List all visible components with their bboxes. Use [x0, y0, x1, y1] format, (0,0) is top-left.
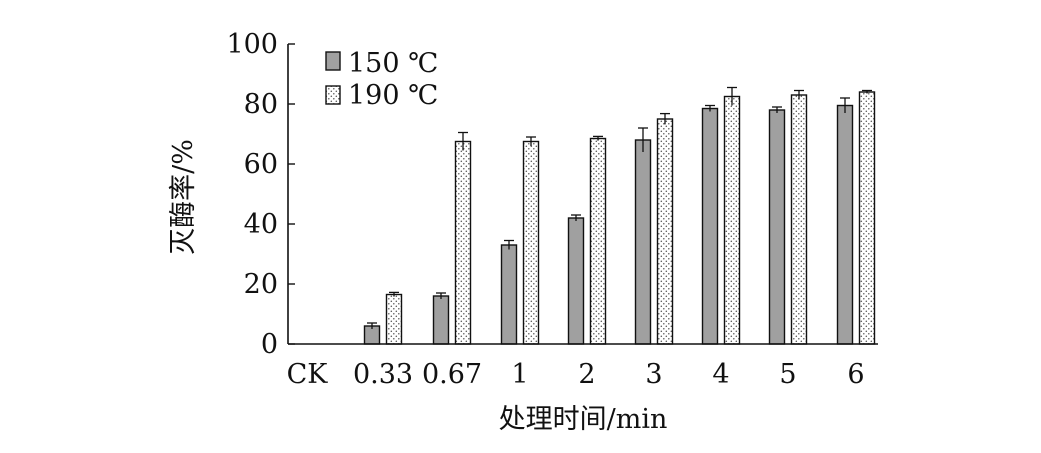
legend-label-150: 150 ℃	[348, 48, 438, 79]
x-tick-label: 4	[712, 359, 729, 390]
y-tick-label: 60	[244, 149, 278, 180]
x-tick-label: CK	[287, 359, 329, 390]
bar-s0-6	[701, 107, 719, 345]
legend-swatch-190	[325, 85, 341, 105]
bar-s1-3	[522, 140, 540, 345]
bar-s1-2	[454, 140, 472, 345]
x-axis-tick-labels: CK 0.33 0.67 1 2 3 4 5 6	[287, 359, 865, 390]
bar-s1-5	[656, 118, 674, 345]
y-tick-label: 100	[226, 29, 278, 60]
legend-label-190: 190 ℃	[348, 80, 438, 111]
x-axis-title: 处理时间/min	[499, 404, 668, 435]
bar-s0-2	[432, 295, 450, 345]
x-tick-label: 0.33	[353, 359, 413, 390]
y-axis-ticks: 0 20 40 60 80 100	[226, 29, 295, 360]
x-tick-label: 6	[847, 359, 864, 390]
y-axis-title: 灭酶率/%	[168, 139, 199, 255]
y-tick-label: 80	[244, 89, 278, 120]
legend-swatch-150	[325, 51, 341, 71]
legend: 150 ℃ 190 ℃	[325, 48, 438, 111]
bar-s0-5	[634, 139, 652, 345]
bar-s1-7	[790, 94, 808, 345]
x-tick-label: 3	[645, 359, 662, 390]
y-tick-label: 0	[261, 329, 278, 360]
x-tick-label: 2	[578, 359, 595, 390]
bar-s0-8	[836, 104, 854, 345]
y-tick-label: 40	[244, 209, 278, 240]
x-tick-label: 1	[511, 359, 528, 390]
bar-s0-3	[500, 244, 518, 345]
bar-s1-4	[589, 137, 607, 345]
bar-s0-7	[768, 109, 786, 345]
bar-s1-1	[385, 293, 403, 345]
bar-s1-8	[858, 91, 876, 345]
x-tick-label: 5	[779, 359, 796, 390]
bars-layer	[363, 86, 876, 345]
y-tick-label: 20	[244, 269, 278, 300]
bar-s1-6	[723, 95, 741, 345]
bar-s0-4	[567, 217, 585, 345]
x-tick-label: 0.67	[422, 359, 482, 390]
